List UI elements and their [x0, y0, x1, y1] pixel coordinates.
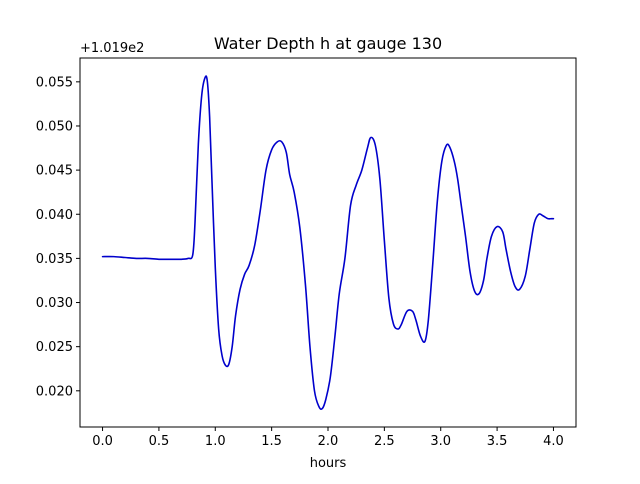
x-tick-label: 2.0: [318, 434, 339, 449]
series-line-water-depth: [101, 75, 555, 410]
y-offset-label: +1.019e2: [80, 41, 144, 56]
y-tick-label: 0.050: [36, 119, 73, 134]
y-tick-label: 0.035: [36, 252, 73, 267]
plot-area-frame: [79, 57, 577, 428]
y-tick-label: 0.025: [36, 340, 73, 355]
y-tick-label: 0.020: [36, 384, 73, 399]
x-tick-label: 3.5: [487, 434, 508, 449]
y-tick-label: 0.040: [36, 208, 73, 223]
x-axis-ticks: 0.0 0.5 1.0 1.5 2.0 2.5 3.0 3.5 4.0: [92, 427, 564, 449]
x-axis-title: hours: [310, 456, 347, 471]
x-tick-label: 3.0: [430, 434, 451, 449]
x-tick-label: 0.0: [92, 434, 113, 449]
y-axis-ticks: 0.020 0.025 0.030 0.035 0.040 0.045 0.050 0.055: [36, 75, 80, 399]
chart-title: Water Depth h at gauge 130: [214, 34, 442, 53]
x-tick-label: 1.0: [205, 434, 226, 449]
y-tick-label: 0.030: [36, 296, 73, 311]
x-tick-label: 1.5: [261, 434, 282, 449]
y-tick-label: 0.055: [36, 75, 73, 90]
x-tick-label: 0.5: [149, 434, 170, 449]
y-tick-label: 0.045: [36, 164, 73, 179]
x-tick-label: 4.0: [543, 434, 564, 449]
x-tick-label: 2.5: [374, 434, 395, 449]
